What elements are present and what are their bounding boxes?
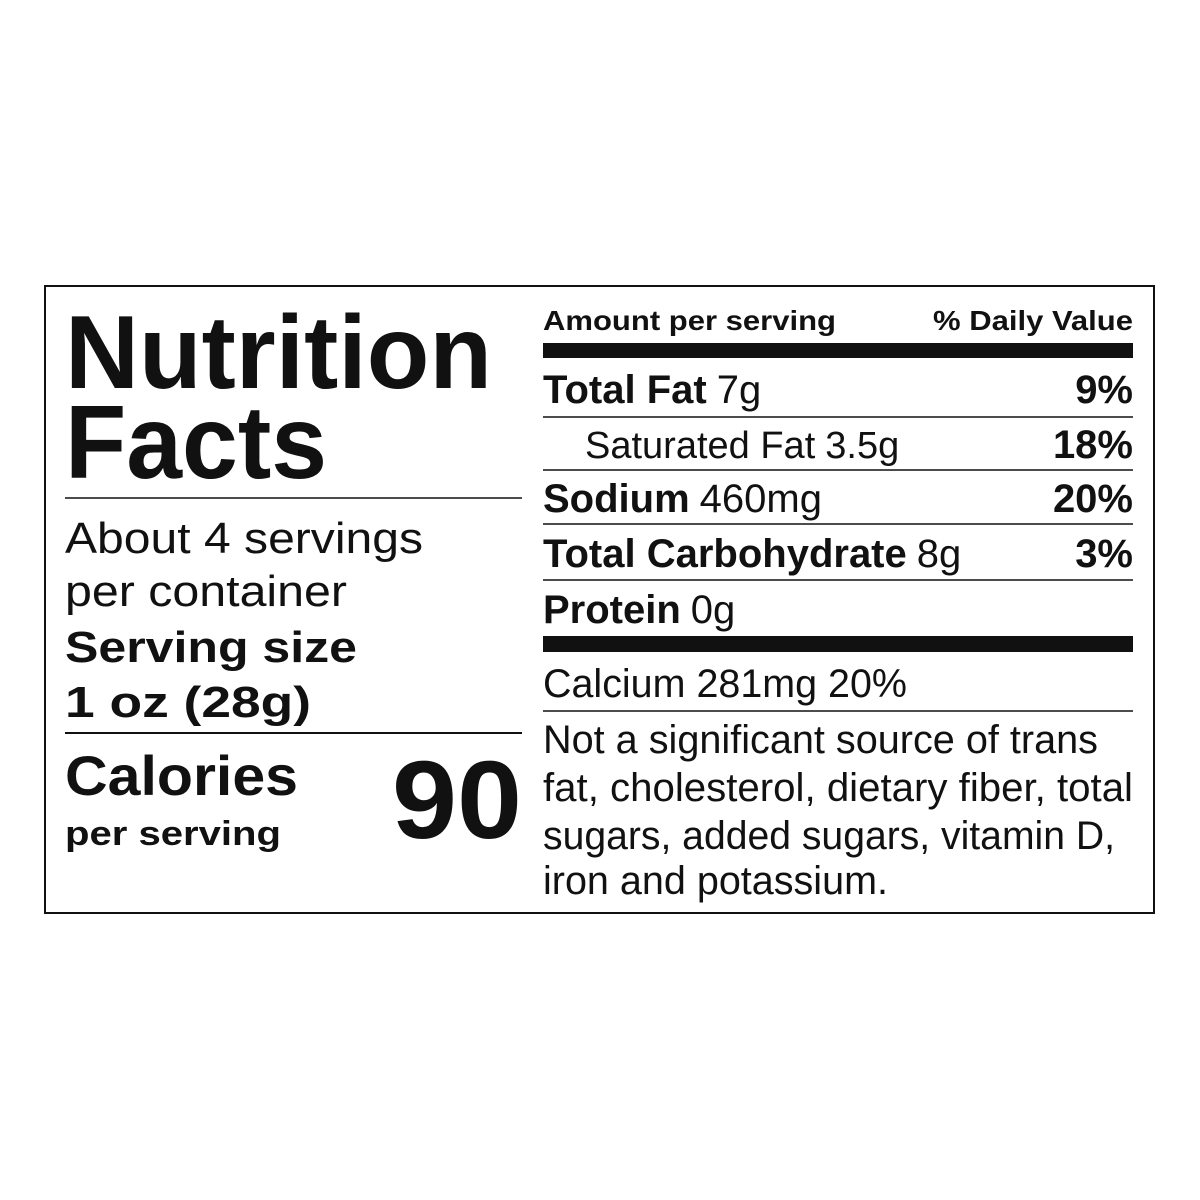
- footnote: Not a significant source of trans: [543, 718, 1098, 762]
- vitamin: Calcium 281mg 20%: [543, 662, 907, 706]
- calories-value: 90: [392, 739, 522, 862]
- nutrient-amount: 8g: [917, 532, 962, 576]
- nutrient-amount: 460mg: [700, 477, 822, 521]
- thick-bar: [543, 636, 1133, 652]
- footnote: iron and potassium.: [543, 859, 888, 903]
- serving-size-label: Serving size: [65, 623, 357, 672]
- nutrient-amount: 3.5g: [825, 425, 899, 467]
- daily-value: 3%: [1075, 532, 1133, 576]
- thick-bar: [543, 343, 1133, 358]
- nutrient-row: Sodium 460mg: [543, 477, 822, 521]
- column-header: Amount per serving: [543, 305, 836, 336]
- label-border: [44, 285, 1155, 914]
- footnote: fat, cholesterol, dietary fiber, total: [543, 766, 1133, 810]
- nutrient-amount: 0g: [691, 588, 736, 632]
- title: Facts: [65, 385, 327, 501]
- daily-value: 20%: [1053, 477, 1133, 521]
- nutrient-amount: 7g: [717, 368, 762, 412]
- nutrient-name: Sodium: [543, 477, 690, 521]
- calories-sublabel: per serving: [65, 815, 281, 853]
- nutrient-row: Total Fat 7g: [543, 368, 761, 412]
- column-header: % Daily Value: [933, 305, 1133, 336]
- nutrient-name: Total Fat: [543, 368, 707, 412]
- nutrient-row: Saturated Fat 3.5g: [585, 425, 899, 467]
- servings: About 4 servings: [65, 514, 423, 563]
- title: Nutrition: [65, 295, 492, 411]
- nutrient-row: Protein 0g: [543, 588, 735, 632]
- nutrient-name: Total Carbohydrate: [543, 532, 907, 576]
- nutrient-name: Saturated Fat: [585, 425, 816, 467]
- serving-size-value: 1 oz (28g): [65, 678, 311, 727]
- daily-value: 9%: [1075, 368, 1133, 412]
- footnote: sugars, added sugars, vitamin D,: [543, 814, 1115, 858]
- nutrient-row: Total Carbohydrate 8g: [543, 532, 961, 576]
- daily-value: 18%: [1053, 423, 1133, 467]
- nutrient-name: Protein: [543, 588, 681, 632]
- calories-label: Calories: [65, 744, 298, 807]
- servings: per container: [65, 567, 347, 616]
